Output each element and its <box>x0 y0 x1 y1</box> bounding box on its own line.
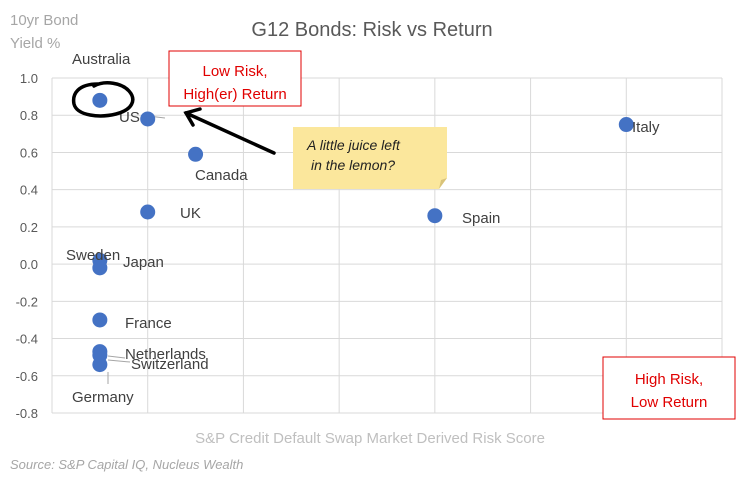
y-tick-label: -0.6 <box>16 369 38 384</box>
arrow <box>183 107 276 155</box>
data-point-australia <box>92 92 108 108</box>
sticky-note-fold <box>439 178 447 189</box>
data-point-us <box>140 111 156 127</box>
label-uk: UK <box>180 205 201 222</box>
low-risk-box <box>168 50 302 107</box>
low-risk-label-line2: High(er) Return <box>183 86 286 103</box>
y-tick-label: 0.8 <box>20 108 38 123</box>
label-germany: Germany <box>72 389 134 406</box>
label-france: France <box>125 315 172 332</box>
high-risk-box <box>602 356 736 420</box>
chart-title: G12 Bonds: Risk vs Return <box>251 19 492 41</box>
data-point-germany <box>92 357 108 373</box>
x-axis-label: S&P Credit Default Swap Market Derived R… <box>195 430 545 447</box>
label-us: US <box>119 109 140 126</box>
label-sweden: Sweden <box>66 247 120 264</box>
hand-drawn-circle <box>71 81 135 118</box>
label-switzerland: Switzerland <box>131 356 209 373</box>
label-italy: Italy <box>632 119 660 136</box>
source-note: Source: S&P Capital IQ, Nucleus Wealth <box>10 457 243 472</box>
sticky-note-line2: in the lemon? <box>311 157 395 173</box>
label-australia: Australia <box>72 51 131 68</box>
data-point-spain <box>427 208 443 224</box>
data-point-canada <box>188 146 204 162</box>
y-tick-label: -0.8 <box>16 406 38 421</box>
label-spain: Spain <box>462 210 500 227</box>
y-tick-label: 0.0 <box>20 257 38 272</box>
y-axis-label-line1: 10yr Bond <box>10 12 78 29</box>
y-axis-label-line2: Yield % <box>10 35 60 52</box>
y-tick-label: 0.6 <box>20 145 38 160</box>
grid <box>51 77 723 414</box>
data-point-uk <box>140 204 156 220</box>
data-points <box>92 92 634 373</box>
y-axis-ticks: 1.0 0.8 0.6 0.4 0.2 0.0 -0.2 -0.4 -0.6 -0.8 <box>16 71 38 421</box>
high-risk-label-line1: High Risk, <box>635 371 703 388</box>
y-tick-label: 0.2 <box>20 220 38 235</box>
data-point-italy <box>618 117 634 133</box>
sticky-note <box>293 127 447 189</box>
y-tick-label: -0.4 <box>16 332 38 347</box>
label-japan: Japan <box>123 254 164 271</box>
label-netherlands: Netherlands <box>125 346 206 363</box>
sticky-note-line1: A little juice left <box>306 137 401 153</box>
data-point-japan <box>92 260 108 276</box>
high-risk-label-line2: Low Return <box>631 394 708 411</box>
y-tick-label: 1.0 <box>20 71 38 86</box>
data-point-france <box>92 312 108 328</box>
label-canada: Canada <box>195 167 248 184</box>
low-risk-label-line1: Low Risk, <box>202 63 267 80</box>
netherlands-leader-line <box>107 355 126 359</box>
y-tick-label: 0.4 <box>20 183 38 198</box>
y-tick-label: -0.2 <box>16 294 38 309</box>
switzerland-leader-line <box>107 359 131 363</box>
